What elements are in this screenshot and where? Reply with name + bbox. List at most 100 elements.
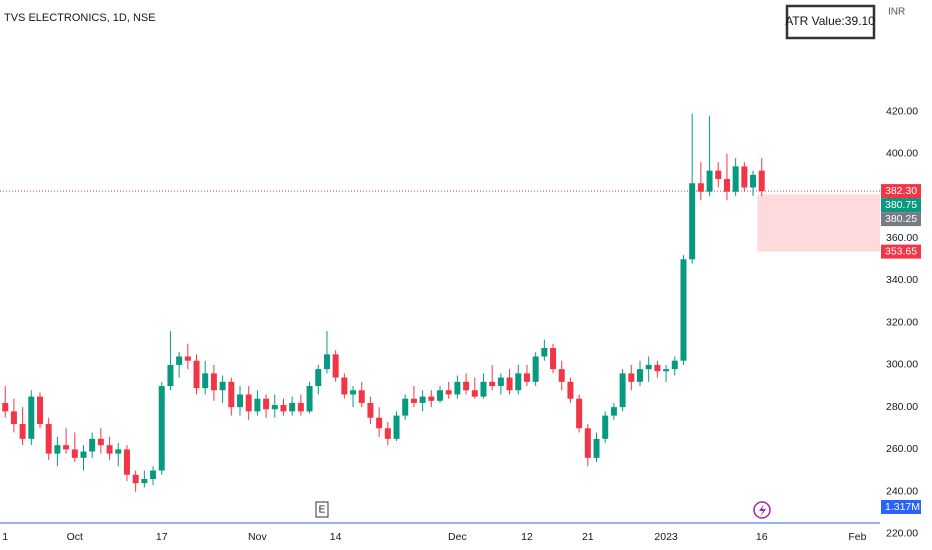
candle-body	[10, 411, 17, 425]
y-tick-label: 420.00	[886, 105, 918, 117]
candle-body	[323, 354, 330, 370]
x-tick-label: 21	[582, 531, 594, 543]
event-marker[interactable]: E	[319, 505, 326, 516]
candle-body	[123, 449, 130, 475]
candle-body	[437, 390, 443, 401]
candle-body	[150, 470, 157, 479]
candle-body	[271, 405, 278, 410]
flash-bolt[interactable]	[759, 504, 766, 517]
candle-body	[523, 373, 530, 382]
candle-body	[471, 390, 478, 397]
candle-body	[376, 417, 383, 429]
candle-body	[106, 445, 113, 454]
candle-body	[54, 445, 61, 454]
candle-body	[428, 396, 435, 401]
candle-body	[715, 170, 722, 180]
candle-body	[741, 166, 748, 188]
indicator-box	[785, 4, 876, 40]
candle-body	[219, 381, 226, 391]
candle-body	[367, 402, 374, 418]
candle-body	[289, 402, 296, 412]
candle-body	[350, 390, 357, 395]
x-tick-label: Nov	[248, 531, 267, 543]
y-tick-label: 400.00	[886, 147, 918, 159]
candle-body	[393, 415, 400, 439]
y-tick-label: 360.00	[886, 232, 918, 244]
candle-body	[63, 445, 70, 450]
candle-body	[515, 373, 522, 391]
candle-body	[132, 474, 139, 484]
candle-body	[654, 364, 661, 372]
x-tick-label: Feb	[848, 531, 866, 543]
candle-body	[237, 394, 243, 408]
candle-body	[45, 424, 52, 454]
candle-body	[306, 386, 313, 412]
candle-body	[445, 390, 452, 395]
price-label-box	[881, 212, 921, 227]
y-tick-label: 300.00	[886, 359, 918, 371]
position-box	[757, 194, 880, 252]
candle-body	[497, 377, 504, 387]
candle-body	[184, 356, 191, 361]
candle-body	[489, 381, 496, 387]
candle-body	[97, 438, 104, 446]
x-tick-label: 17	[156, 531, 168, 543]
candle-body	[706, 170, 713, 192]
x-tick-label: 2023	[654, 531, 678, 543]
candle-body	[576, 398, 583, 429]
candle-body	[750, 174, 757, 188]
candle-body	[384, 428, 391, 439]
x-tick-label: 1	[2, 531, 8, 543]
x-tick-label: 16	[756, 531, 768, 543]
x-tick-label: Dec	[448, 531, 467, 543]
price-label-box	[881, 198, 921, 213]
candle-body	[228, 381, 235, 408]
price-label: 380.75	[885, 199, 917, 211]
candle-body	[602, 415, 609, 439]
price-label-box	[881, 244, 921, 259]
candle-body	[297, 402, 304, 412]
candle-body	[593, 438, 600, 458]
candle-body	[263, 398, 270, 410]
candle-body	[193, 360, 200, 389]
candle-body	[141, 478, 148, 484]
candle-body	[280, 405, 287, 412]
candle-body	[341, 377, 348, 395]
candle-body	[732, 166, 739, 192]
candle-body	[28, 396, 35, 439]
candle-body	[358, 390, 365, 403]
volume-label-box	[881, 500, 921, 514]
candle-body	[419, 396, 426, 403]
candle-body	[158, 386, 165, 471]
y-tick-label: 280.00	[886, 401, 918, 413]
candle-body	[410, 398, 417, 403]
price-label: 353.65	[885, 245, 917, 257]
candle-body	[80, 451, 87, 458]
x-tick-label: 12	[521, 531, 533, 543]
candle-body	[550, 348, 557, 370]
price-label: 380.25	[885, 213, 917, 225]
y-tick-label: 260.00	[886, 443, 918, 455]
candle-body	[402, 398, 409, 416]
price-label-box	[881, 184, 921, 199]
indicator-text: ATR Value:39.10	[785, 14, 875, 28]
candle-body	[723, 179, 730, 192]
volume-label: 1.317M	[885, 501, 920, 513]
currency: INR	[888, 7, 905, 18]
candle-body	[758, 170, 765, 192]
candle-body	[245, 394, 252, 412]
candle-body	[663, 369, 670, 372]
price-label: 382.30	[885, 185, 917, 197]
candle-body	[115, 449, 122, 454]
y-tick-label: 220.00	[886, 528, 918, 540]
candle-body	[532, 356, 539, 382]
candle-body	[332, 354, 339, 378]
candle-body	[506, 377, 513, 391]
y-tick-label: 320.00	[886, 316, 918, 328]
candle-body	[71, 449, 78, 458]
candle-body	[689, 183, 696, 260]
candle-body	[463, 381, 470, 391]
event-box[interactable]	[315, 501, 329, 518]
